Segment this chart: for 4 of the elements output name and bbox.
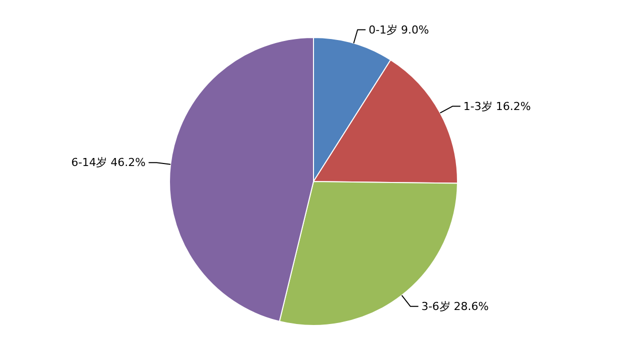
slice-label: 3-6岁 28.6% xyxy=(421,300,489,313)
slice-label: 6-14岁 46.2% xyxy=(71,156,146,170)
slice-label: 0-1岁 9.0% xyxy=(368,23,429,36)
slice-label: 1-3岁 16.2% xyxy=(463,100,531,113)
